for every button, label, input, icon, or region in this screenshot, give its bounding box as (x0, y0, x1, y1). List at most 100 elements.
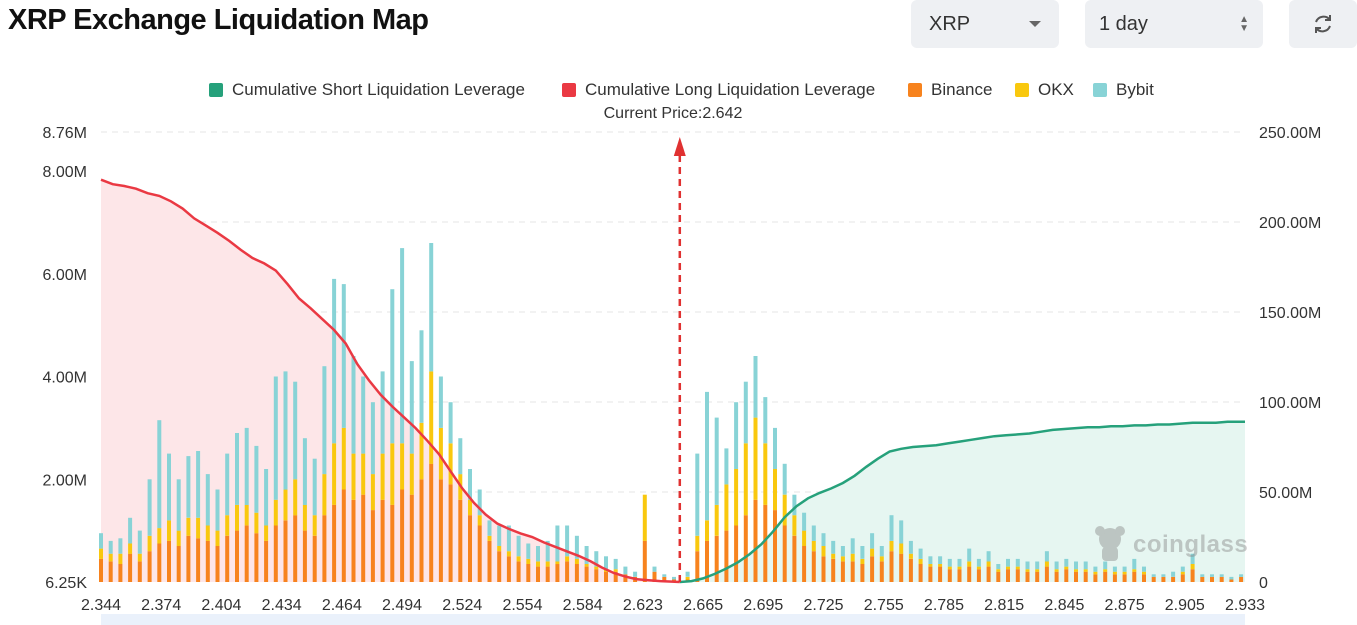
bar-okx (225, 515, 230, 536)
time-range-value: 1 day (1099, 12, 1148, 35)
y-right-tick-label: 250.00M (1259, 125, 1321, 142)
legend-item-binance[interactable]: Binance (908, 80, 992, 100)
x-tick-label: 2.933 (1225, 597, 1265, 614)
liquidation-bars (99, 243, 1244, 582)
bar-binance (1229, 579, 1234, 582)
bar-bybit (782, 463, 787, 495)
bar-bybit (613, 558, 618, 570)
bar-bybit (332, 278, 337, 444)
bar-okx (409, 453, 414, 495)
legend-label-short: Cumulative Short Liquidation Leverage (232, 80, 525, 99)
bar-okx (196, 517, 201, 539)
bar-okx (889, 540, 894, 552)
bar-binance (497, 551, 502, 582)
bar-binance (225, 535, 230, 582)
bar-binance (448, 484, 453, 582)
bar-bybit (1142, 566, 1146, 572)
legend-item-bybit[interactable]: Bybit (1093, 80, 1154, 100)
legend-label-binance: Binance (931, 80, 993, 99)
page-title: XRP Exchange Liquidation Map (8, 4, 429, 36)
legend-swatch-okx (1015, 83, 1029, 97)
legend-item-long[interactable]: Cumulative Long Liquidation Leverage (562, 80, 875, 100)
bar-bybit (244, 427, 249, 505)
bar-bybit (128, 517, 133, 544)
bar-binance (215, 546, 220, 582)
bar-okx (312, 515, 317, 536)
bar-bybit (938, 556, 943, 564)
bar-okx (497, 546, 502, 552)
legend-item-okx[interactable]: OKX (1015, 80, 1074, 100)
bar-bybit (186, 456, 191, 518)
bar-bybit (908, 540, 913, 554)
bar-bybit (448, 402, 453, 444)
bar-okx (176, 530, 181, 546)
bar-bybit (633, 571, 638, 577)
coin-select[interactable]: XRP (911, 0, 1059, 48)
y-right-tick-label: 150.00M (1259, 305, 1321, 322)
bar-binance (1064, 569, 1069, 582)
bar-binance (273, 525, 278, 582)
legend-swatch-bybit (1093, 83, 1107, 97)
bar-binance (1122, 574, 1127, 582)
bar-okx (574, 558, 579, 564)
bar-bybit (976, 558, 981, 567)
bar-bybit (1180, 566, 1185, 572)
bar-bybit (811, 525, 816, 541)
bar-binance (1239, 576, 1244, 582)
bar-bybit (986, 551, 991, 562)
bar-okx (254, 512, 259, 534)
bar-binance (957, 569, 962, 582)
bar-okx (1132, 569, 1137, 572)
bar-bybit (584, 546, 589, 564)
bar-okx (468, 499, 472, 516)
bar-okx (773, 469, 777, 511)
chart-zoom-scrollbar[interactable] (101, 614, 1245, 625)
chart-legend: Cumulative Short Liquidation Leverage Cu… (0, 80, 1357, 104)
bar-bybit (734, 402, 739, 469)
current-price-arrow-icon (673, 137, 686, 156)
bar-bybit (685, 571, 690, 577)
bar-bybit (108, 540, 113, 554)
bar-binance (1035, 571, 1040, 582)
bar-bybit (957, 558, 962, 567)
bar-okx (506, 551, 511, 557)
bar-binance (370, 510, 375, 582)
bar-binance (1025, 571, 1030, 582)
legend-item-short[interactable]: Cumulative Short Liquidation Leverage (209, 80, 525, 100)
bar-binance (487, 540, 492, 582)
bar-bybit (1006, 558, 1010, 567)
bar-okx (714, 504, 719, 536)
x-tick-label: 2.755 (864, 597, 904, 614)
bar-okx (821, 546, 826, 557)
bar-binance (1210, 576, 1214, 582)
bar-okx (584, 564, 589, 567)
bar-binance (743, 515, 748, 582)
bar-bybit (565, 525, 570, 557)
refresh-button[interactable] (1289, 0, 1357, 48)
time-range-select[interactable]: 1 day ▲ ▼ (1085, 0, 1263, 48)
bar-binance (99, 558, 103, 582)
bar-okx (526, 558, 531, 564)
bar-okx (1025, 569, 1030, 572)
bar-binance (302, 530, 307, 582)
bar-binance (821, 556, 826, 582)
bar-okx (186, 517, 191, 536)
bar-okx (283, 489, 288, 521)
bar-okx (811, 540, 816, 552)
bar-bybit (1151, 574, 1156, 577)
bar-binance (613, 571, 618, 582)
bar-binance (196, 538, 201, 582)
bar-binance (986, 566, 991, 582)
bar-bybit (967, 548, 972, 562)
bar-okx (996, 569, 1001, 572)
bar-binance (235, 530, 239, 582)
bar-bybit (763, 397, 768, 444)
bar-bybit (860, 546, 865, 559)
x-tick-label: 2.725 (804, 597, 844, 614)
x-tick-label: 2.785 (924, 597, 964, 614)
bar-bybit (264, 469, 269, 526)
bar-okx (341, 427, 346, 490)
bar-binance (283, 520, 288, 582)
bar-binance (662, 576, 667, 582)
bar-bybit (283, 371, 288, 490)
